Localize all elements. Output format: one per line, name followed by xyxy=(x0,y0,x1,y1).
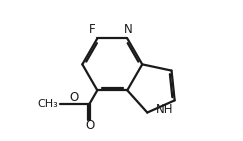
Text: F: F xyxy=(89,23,95,37)
Text: O: O xyxy=(85,119,95,132)
Text: NH: NH xyxy=(156,103,173,116)
Text: O: O xyxy=(70,91,79,104)
Text: N: N xyxy=(124,23,132,37)
Text: CH₃: CH₃ xyxy=(37,99,58,109)
